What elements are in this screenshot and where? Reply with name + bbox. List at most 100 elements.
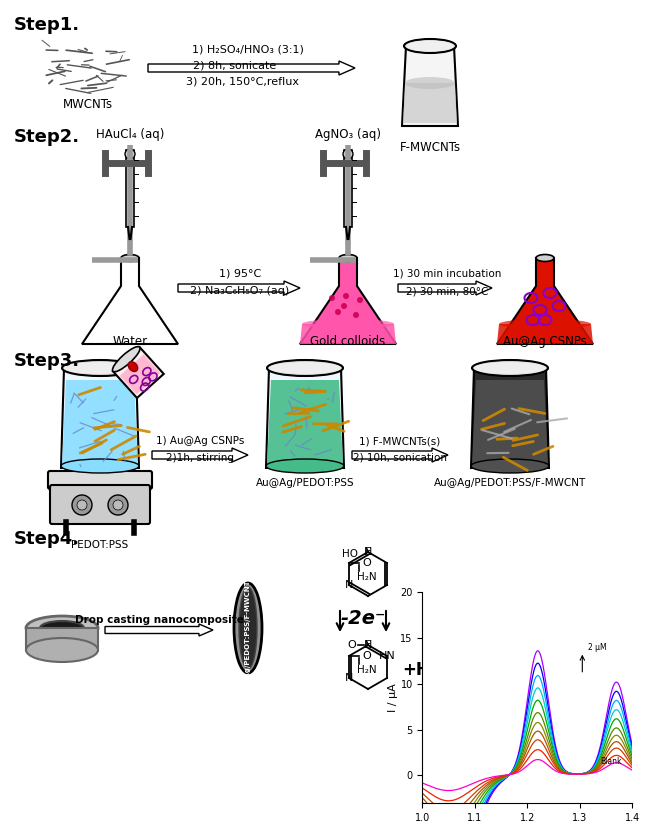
Ellipse shape — [128, 249, 132, 257]
Text: N: N — [364, 640, 372, 650]
Text: O: O — [348, 640, 357, 650]
Ellipse shape — [302, 319, 394, 329]
Text: 1) 95°C: 1) 95°C — [219, 269, 261, 279]
Ellipse shape — [471, 459, 549, 473]
FancyArrow shape — [398, 281, 492, 295]
Text: Step2.: Step2. — [14, 128, 80, 146]
Circle shape — [329, 295, 335, 301]
Circle shape — [341, 303, 347, 309]
Ellipse shape — [346, 249, 350, 257]
Polygon shape — [120, 354, 160, 395]
Ellipse shape — [64, 362, 136, 374]
Text: Au@Ag/PEDOT:PSS: Au@Ag/PEDOT:PSS — [255, 478, 354, 488]
Ellipse shape — [40, 621, 84, 635]
Text: Step4.: Step4. — [14, 530, 80, 548]
Text: Gold colloids: Gold colloids — [310, 335, 386, 348]
Ellipse shape — [346, 240, 350, 246]
Text: Step1.: Step1. — [14, 16, 80, 34]
Circle shape — [113, 500, 123, 510]
Ellipse shape — [266, 459, 344, 473]
Text: Au@Ag CSNPs: Au@Ag CSNPs — [503, 335, 587, 348]
Text: HO: HO — [342, 549, 358, 559]
Circle shape — [125, 149, 135, 159]
Ellipse shape — [26, 638, 98, 662]
Text: PEDOT:PSS: PEDOT:PSS — [72, 540, 128, 550]
Text: AgNO₃ (aq): AgNO₃ (aq) — [315, 128, 381, 141]
Ellipse shape — [112, 347, 140, 372]
Text: 3) 20h, 150°C,reflux: 3) 20h, 150°C,reflux — [186, 77, 299, 87]
Ellipse shape — [406, 40, 454, 51]
FancyBboxPatch shape — [26, 628, 98, 650]
Polygon shape — [61, 368, 139, 468]
Ellipse shape — [269, 362, 341, 374]
Circle shape — [77, 500, 87, 510]
Text: Drop casting nanocomposite: Drop casting nanocomposite — [75, 615, 243, 625]
Ellipse shape — [474, 362, 546, 374]
Ellipse shape — [472, 360, 548, 376]
FancyArrow shape — [148, 61, 355, 75]
Y-axis label: I / μA: I / μA — [388, 683, 397, 712]
Text: 2) 30 min, 80°C: 2) 30 min, 80°C — [406, 286, 488, 296]
Polygon shape — [300, 258, 396, 344]
FancyArrow shape — [152, 448, 248, 462]
Text: 2) Na₃C₆H₅O₇ (aq): 2) Na₃C₆H₅O₇ (aq) — [190, 286, 290, 296]
Circle shape — [335, 309, 341, 315]
Polygon shape — [497, 324, 593, 344]
Text: H₂N: H₂N — [357, 572, 377, 582]
Polygon shape — [113, 347, 164, 398]
Circle shape — [108, 495, 128, 515]
Ellipse shape — [62, 360, 138, 376]
Polygon shape — [471, 368, 549, 468]
Text: N: N — [345, 673, 353, 683]
Text: N: N — [345, 580, 353, 590]
Ellipse shape — [339, 254, 357, 262]
FancyArrow shape — [432, 622, 498, 634]
Text: -2e⁻: -2e⁻ — [341, 609, 386, 628]
Text: H₂N: H₂N — [357, 665, 377, 675]
Ellipse shape — [128, 259, 132, 267]
Polygon shape — [82, 258, 178, 344]
Polygon shape — [267, 380, 343, 466]
Text: HN: HN — [379, 651, 395, 661]
Text: 2 μM: 2 μM — [588, 643, 606, 652]
Ellipse shape — [234, 583, 262, 673]
Text: HAuCl₄ (aq): HAuCl₄ (aq) — [96, 128, 164, 141]
Text: 2) 8h, sonicate: 2) 8h, sonicate — [194, 61, 277, 71]
Polygon shape — [403, 83, 457, 123]
Polygon shape — [266, 368, 344, 468]
Ellipse shape — [61, 459, 139, 473]
Ellipse shape — [128, 362, 137, 372]
Circle shape — [353, 312, 359, 318]
Text: O: O — [362, 651, 372, 661]
FancyBboxPatch shape — [344, 150, 352, 227]
Ellipse shape — [499, 319, 591, 329]
Text: 2)1h, stirring: 2)1h, stirring — [166, 453, 234, 463]
Text: Au@Ag/PEDOT:PSS/F-MWCNT: Au@Ag/PEDOT:PSS/F-MWCNT — [434, 478, 586, 488]
FancyArrow shape — [178, 281, 300, 295]
FancyArrow shape — [352, 448, 448, 462]
Text: 1) F-MWCNTs(s): 1) F-MWCNTs(s) — [359, 436, 441, 446]
Polygon shape — [300, 324, 396, 344]
Ellipse shape — [267, 360, 343, 376]
Ellipse shape — [239, 587, 257, 669]
Text: Step3.: Step3. — [14, 352, 80, 370]
Text: +H⁺: +H⁺ — [402, 661, 438, 679]
Circle shape — [357, 297, 363, 303]
FancyBboxPatch shape — [48, 471, 152, 489]
Text: O: O — [362, 558, 372, 568]
Text: MWCNTs: MWCNTs — [63, 98, 113, 111]
Ellipse shape — [128, 240, 132, 246]
Text: 2) 10h, sonication: 2) 10h, sonication — [353, 453, 447, 463]
Polygon shape — [62, 380, 138, 466]
Ellipse shape — [405, 77, 455, 89]
Polygon shape — [497, 258, 593, 344]
Text: F: F — [365, 640, 371, 650]
Text: 1) 30 min incubation: 1) 30 min incubation — [393, 269, 501, 279]
Text: Blank: Blank — [600, 757, 622, 767]
Text: 1) H₂SO₄/HNO₃ (3:1): 1) H₂SO₄/HNO₃ (3:1) — [192, 45, 304, 55]
Text: Sensing: Sensing — [441, 612, 490, 622]
Circle shape — [343, 149, 353, 159]
Text: Water: Water — [112, 335, 148, 348]
Ellipse shape — [404, 39, 456, 53]
FancyBboxPatch shape — [126, 150, 134, 227]
